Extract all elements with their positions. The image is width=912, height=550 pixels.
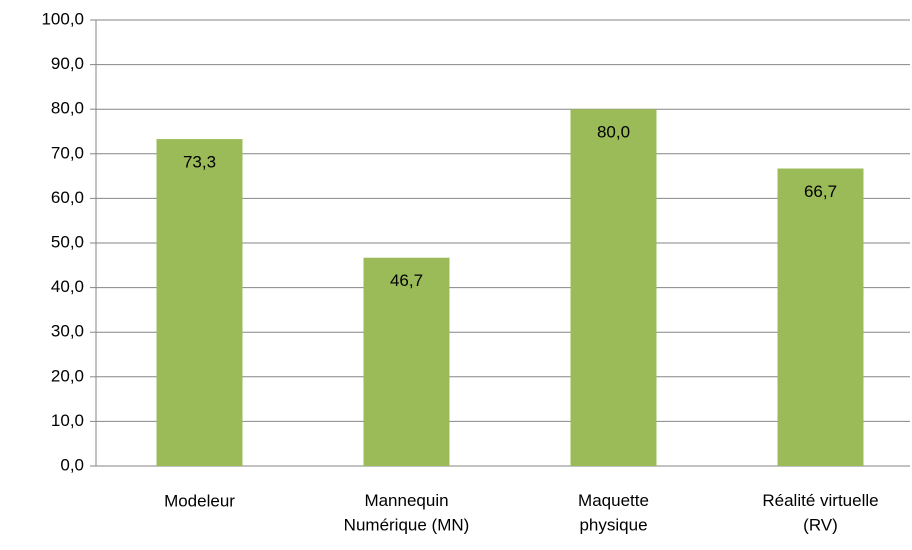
y-tick-label: 70,0 — [51, 143, 84, 162]
bar — [777, 168, 864, 466]
bar — [570, 109, 657, 466]
y-tick-label: 100,0 — [41, 9, 84, 28]
y-tick-label: 60,0 — [51, 188, 84, 207]
data-label: 73,3 — [183, 153, 216, 172]
y-tick-label: 20,0 — [51, 366, 84, 385]
x-tick-label: Mannequin Numérique (MN) — [344, 491, 470, 535]
bar — [363, 257, 450, 466]
y-tick-label: 10,0 — [51, 411, 84, 430]
x-tick-label: Modeleur — [164, 491, 235, 510]
y-tick-label: 80,0 — [51, 99, 84, 118]
data-label: 66,7 — [804, 182, 837, 201]
y-tick-label: 50,0 — [51, 232, 84, 251]
data-label: 46,7 — [390, 271, 423, 290]
data-label: 80,0 — [597, 123, 630, 142]
y-tick-label: 30,0 — [51, 322, 84, 341]
y-tick-label: 40,0 — [51, 277, 84, 296]
y-tick-label: 90,0 — [51, 54, 84, 73]
y-tick-label: 0,0 — [60, 455, 84, 474]
x-tick-label: Réalité virtuelle (RV) — [762, 491, 878, 535]
x-tick-label: Maquette physique — [578, 491, 649, 535]
bar — [156, 139, 243, 466]
